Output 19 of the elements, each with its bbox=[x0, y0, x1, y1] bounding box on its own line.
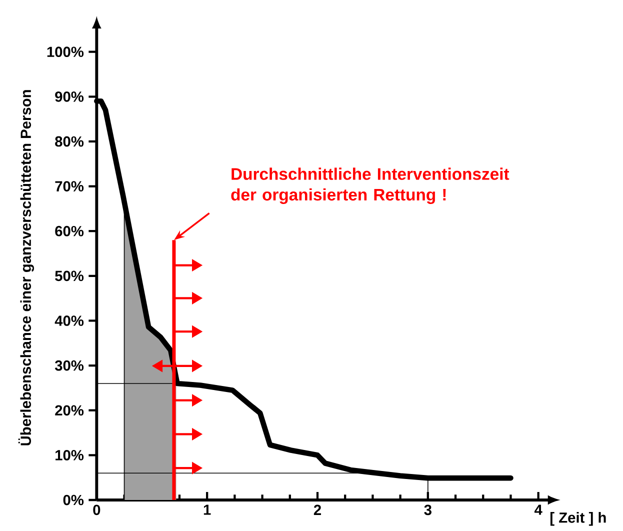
annotation: Durchschnittliche Interventionszeit der organisierten Rettung ! bbox=[231, 168, 510, 204]
x-tick-label: 2 bbox=[314, 504, 321, 515]
y-axis-title: Überlebenschance einer ganzverschütteten Person bbox=[18, 90, 34, 446]
y-tick-label: 60% bbox=[55, 226, 84, 236]
y-tick-label: 70% bbox=[55, 181, 84, 192]
x-tick-label: 4 bbox=[534, 504, 542, 515]
x-axis-title: [ Zeit ] h bbox=[550, 512, 606, 526]
y-tick-label: 90% bbox=[55, 91, 84, 102]
y-tick-label: 100% bbox=[47, 46, 84, 58]
y-tick-label: 20% bbox=[55, 405, 84, 416]
y-tick-label: 40% bbox=[54, 316, 84, 326]
y-tick-label: 30% bbox=[54, 360, 84, 371]
x-tick-label: 0 bbox=[93, 504, 100, 516]
y-tick-label: 0% bbox=[63, 494, 84, 506]
y-tick-label: 50% bbox=[55, 270, 84, 282]
y-tick-label: 80% bbox=[55, 136, 84, 147]
x-tick-label: 3 bbox=[424, 504, 432, 516]
x-tick-label: 1 bbox=[204, 504, 211, 515]
y-tick-label: 10% bbox=[56, 450, 84, 460]
